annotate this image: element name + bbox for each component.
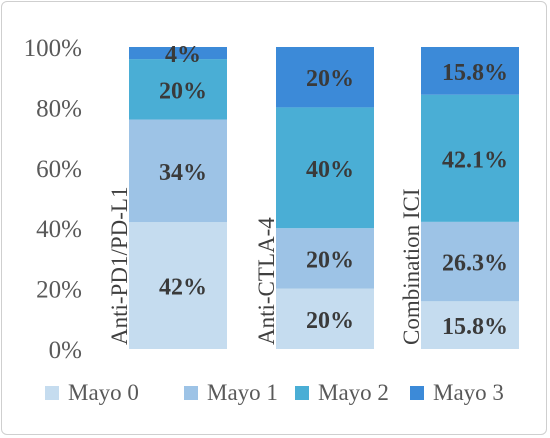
legend-swatch	[45, 386, 59, 400]
legend-label: Mayo 2	[318, 380, 389, 405]
bar-segment	[129, 47, 227, 60]
bar-segment	[129, 119, 227, 223]
legend-swatch	[184, 386, 198, 400]
bar-segment	[276, 288, 374, 349]
y-tick-label: 0%	[49, 337, 82, 364]
data-label: 20%	[306, 247, 354, 273]
bar-segment	[421, 221, 519, 302]
data-label: 20%	[306, 66, 354, 92]
bar-segment	[276, 47, 374, 108]
data-label: 40%	[306, 157, 354, 183]
legend-swatch	[410, 386, 424, 400]
data-label: 42%	[159, 275, 207, 301]
data-label: 34%	[159, 160, 207, 186]
data-label: 42.1%	[442, 147, 508, 173]
category-label: Combination ICI	[399, 188, 424, 345]
bar-segment	[421, 301, 519, 349]
bar-segment	[421, 94, 519, 222]
legend-swatch	[295, 386, 309, 400]
y-tick-label: 20%	[36, 277, 82, 304]
bar-segment	[276, 107, 374, 229]
y-tick-label: 100%	[24, 35, 82, 62]
data-label: 15.8%	[442, 60, 508, 86]
bar-segment	[129, 222, 227, 349]
legend-label: Mayo 3	[433, 380, 504, 405]
data-label: 20%	[159, 78, 207, 104]
bar-segment	[129, 59, 227, 120]
data-label: 26.3%	[442, 251, 508, 277]
y-tick-label: 80%	[36, 95, 82, 122]
category-label: Anti-CTLA-4	[254, 217, 279, 345]
data-label: 4%	[165, 42, 201, 68]
y-tick-label: 60%	[36, 156, 82, 183]
bar-segment	[421, 47, 519, 95]
data-label: 20%	[306, 308, 354, 334]
legend-label: Mayo 0	[68, 380, 139, 405]
legend-label: Mayo 1	[207, 380, 278, 405]
data-label: 15.8%	[442, 314, 508, 340]
category-label: Anti-PD1/PD-L1	[107, 187, 132, 345]
y-tick-label: 40%	[36, 216, 82, 243]
bar-segment	[276, 228, 374, 289]
